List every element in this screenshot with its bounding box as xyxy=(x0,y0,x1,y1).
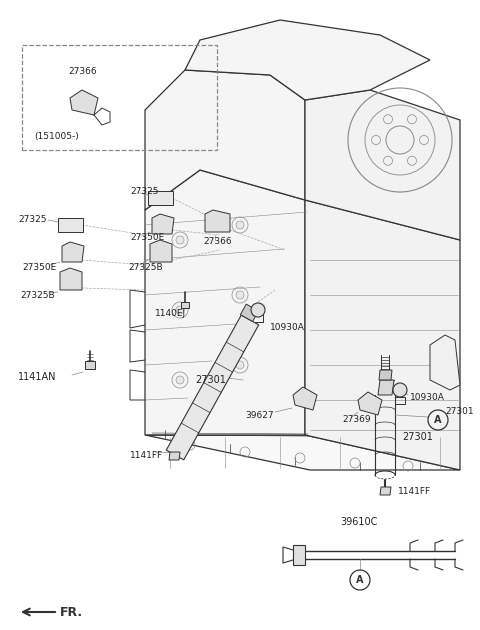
Polygon shape xyxy=(60,268,82,290)
Bar xyxy=(22,45,217,150)
Text: 27350E: 27350E xyxy=(22,263,56,273)
Text: 27301: 27301 xyxy=(195,375,226,385)
Polygon shape xyxy=(240,304,258,321)
Polygon shape xyxy=(205,210,230,232)
Text: A: A xyxy=(356,575,364,585)
Text: 27350E: 27350E xyxy=(130,234,164,243)
Text: 27366: 27366 xyxy=(203,238,232,246)
Polygon shape xyxy=(145,170,305,435)
Circle shape xyxy=(393,383,407,397)
Polygon shape xyxy=(185,20,430,100)
Polygon shape xyxy=(305,90,460,240)
Circle shape xyxy=(176,236,184,244)
Circle shape xyxy=(236,361,244,369)
Text: 39610C: 39610C xyxy=(340,517,377,527)
Text: 27369: 27369 xyxy=(342,416,371,425)
Polygon shape xyxy=(181,302,189,308)
Text: 27325B: 27325B xyxy=(20,290,55,299)
Circle shape xyxy=(236,221,244,229)
Text: 1140EJ: 1140EJ xyxy=(155,309,186,318)
Polygon shape xyxy=(358,392,382,415)
Text: 27366: 27366 xyxy=(68,67,96,76)
Text: 27301: 27301 xyxy=(445,408,474,416)
Text: 27301: 27301 xyxy=(402,432,433,442)
Circle shape xyxy=(236,291,244,299)
Text: 27325B: 27325B xyxy=(128,263,163,273)
Polygon shape xyxy=(85,361,95,369)
Polygon shape xyxy=(166,315,259,460)
Text: A: A xyxy=(434,415,442,425)
Polygon shape xyxy=(305,200,460,470)
Polygon shape xyxy=(145,70,305,210)
Polygon shape xyxy=(70,90,98,115)
Polygon shape xyxy=(145,435,460,470)
Polygon shape xyxy=(58,218,83,232)
Text: 27325: 27325 xyxy=(18,215,47,224)
Text: 39627: 39627 xyxy=(245,411,274,420)
Polygon shape xyxy=(150,240,172,262)
Text: FR.: FR. xyxy=(60,605,83,619)
Polygon shape xyxy=(380,487,391,495)
Text: (151005-): (151005-) xyxy=(34,132,79,140)
Text: 10930A: 10930A xyxy=(270,323,305,331)
Polygon shape xyxy=(379,370,392,380)
Text: 10930A: 10930A xyxy=(410,392,445,401)
Circle shape xyxy=(176,306,184,314)
Text: 1141FF: 1141FF xyxy=(398,488,431,496)
Polygon shape xyxy=(169,452,180,460)
Polygon shape xyxy=(430,335,460,390)
Text: 27325: 27325 xyxy=(130,188,158,197)
Polygon shape xyxy=(152,214,174,234)
Text: 1141FF: 1141FF xyxy=(130,450,163,459)
Polygon shape xyxy=(62,242,84,262)
Polygon shape xyxy=(293,545,305,565)
Polygon shape xyxy=(378,380,394,395)
Circle shape xyxy=(251,303,265,317)
Polygon shape xyxy=(148,191,173,205)
Text: 1141AN: 1141AN xyxy=(18,372,57,382)
Polygon shape xyxy=(293,387,317,410)
Circle shape xyxy=(176,376,184,384)
